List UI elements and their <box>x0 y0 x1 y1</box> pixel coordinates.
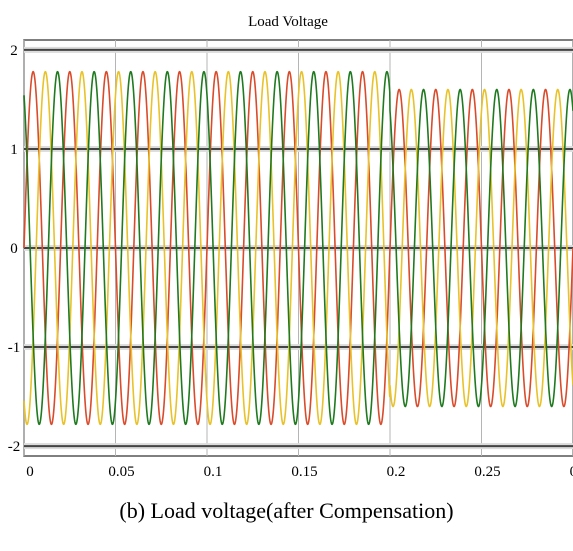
x-tick-label: 0.05 <box>108 464 134 480</box>
y-tick-label: 0 <box>10 241 18 257</box>
x-tick-label: 0.2 <box>387 464 406 480</box>
y-tick-label: -1 <box>8 340 21 356</box>
y-tick-label: 2 <box>10 43 18 59</box>
x-tick-label: 0 <box>26 464 34 480</box>
chart-title: Load Voltage <box>248 14 328 30</box>
x-tick-label: 0.1 <box>204 464 223 480</box>
y-tick-label: -2 <box>8 439 21 455</box>
x-tick-label: 0.3 <box>570 464 573 480</box>
voltage-series-line-1 <box>23 70 573 426</box>
tick-labels: 0 0.05 0.1 0.15 0.2 0.25 0.3 2 1 0 -1 -2 <box>8 43 573 480</box>
y-tick-label: 1 <box>10 142 18 158</box>
x-tick-label: 0.25 <box>474 464 500 480</box>
figure-caption: (b) Load voltage(after Compensation) <box>119 498 454 523</box>
x-tick-label: 0.15 <box>291 464 317 480</box>
series-layer <box>23 70 573 426</box>
voltage-series-line-3 <box>23 70 573 426</box>
voltage-series-line-2 <box>23 70 573 426</box>
